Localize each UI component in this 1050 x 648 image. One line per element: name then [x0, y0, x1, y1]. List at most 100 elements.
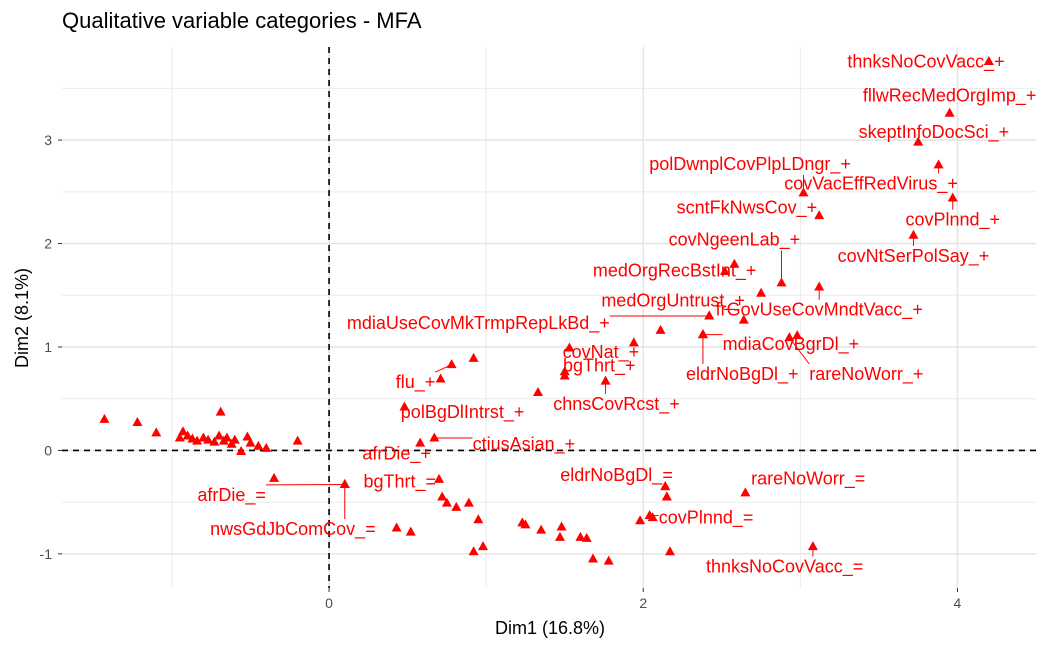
point-marker: [174, 432, 185, 442]
point-label: eldrNoBgDl_=: [560, 465, 673, 486]
y-tick-label: 2: [44, 236, 52, 252]
point-label: chnsCovRcst_+: [553, 394, 680, 415]
point-marker: [628, 337, 639, 347]
axis-ticks: 0 2 4 -1 0 1 2 3: [40, 132, 962, 611]
point-marker: [446, 359, 457, 369]
point-label: medOrgRecBstInt_+: [593, 260, 757, 281]
point-marker: [575, 531, 586, 541]
point-label: fllwRecMedOrgImp_+: [863, 86, 1037, 107]
point-marker: [792, 330, 803, 340]
point-label: bgThrt_=: [363, 471, 436, 492]
point-marker: [660, 481, 671, 491]
point-marker: [339, 479, 350, 489]
point-marker: [536, 524, 547, 534]
point-label: polDwnplCovPlpLDngr_+: [649, 154, 851, 175]
x-tick-label: 0: [325, 595, 333, 611]
point-marker: [242, 431, 253, 441]
point-marker: [740, 487, 751, 497]
point-marker: [587, 553, 598, 563]
point-marker: [933, 159, 944, 169]
point-marker: [429, 432, 440, 442]
x-tick-label: 2: [639, 595, 647, 611]
point-marker: [182, 430, 193, 440]
point-marker: [559, 370, 570, 380]
point-marker: [399, 401, 410, 411]
point-marker: [644, 510, 655, 520]
y-tick-label: -1: [40, 546, 53, 562]
point-label: mdiaCovBgrDl_+: [723, 334, 860, 355]
point-label: thnksNoCovVacc_+: [847, 51, 1004, 72]
point-label: medOrgUntrust_+: [601, 290, 745, 311]
point-marker: [603, 555, 614, 565]
point-marker: [719, 265, 730, 275]
point-marker: [944, 107, 955, 117]
point-marker: [554, 531, 565, 541]
point-marker: [478, 541, 489, 551]
point-marker: [600, 375, 611, 385]
point-label: covVacEffRedVirus_+: [784, 174, 958, 195]
point-label: eldrNoBgDl_+: [686, 364, 799, 385]
point-marker: [391, 522, 402, 532]
point-marker: [253, 440, 264, 450]
point-marker: [798, 187, 809, 197]
point-marker: [556, 521, 567, 531]
point-label: ctiusAsian_+: [473, 434, 576, 455]
point-marker: [415, 437, 426, 447]
point-marker: [192, 435, 203, 445]
plot-panel: [62, 47, 1036, 588]
point-label: covNtSerPolSay_+: [838, 246, 990, 267]
point-marker: [468, 546, 479, 556]
point-label: afrDie_=: [197, 485, 266, 506]
point-marker: [581, 532, 592, 542]
point-label: polBgDlIntrst_+: [401, 402, 525, 423]
point-label: rareNoWorr_+: [809, 364, 923, 385]
point-label: nwsGdJbComCov_=: [210, 519, 376, 540]
point-label: mdiaUseCovMkTrmpRepLkBd_+: [347, 313, 610, 334]
y-axis-title: Dim2 (8.1%): [12, 268, 32, 368]
point-marker: [229, 434, 240, 444]
point-marker: [729, 258, 740, 268]
point-marker: [814, 281, 825, 291]
point-marker: [261, 442, 272, 452]
point-marker: [214, 430, 225, 440]
chart-title: Qualitative variable categories - MFA: [62, 8, 422, 33]
point-marker: [983, 55, 994, 65]
point-marker: [434, 473, 445, 483]
point-marker: [441, 497, 452, 507]
y-tick-label: 0: [44, 442, 52, 458]
point-marker: [468, 352, 479, 362]
point-marker: [203, 434, 214, 444]
point-marker: [451, 501, 462, 511]
point-marker: [664, 546, 675, 556]
x-axis-title: Dim1 (16.8%): [495, 618, 605, 638]
point-marker: [221, 432, 232, 442]
point-marker: [913, 136, 924, 146]
point-marker: [635, 515, 646, 525]
point-marker: [435, 373, 446, 383]
point-marker: [292, 435, 303, 445]
point-label: rareNoWorr_=: [751, 468, 865, 489]
point-labels: thnksNoCovVacc_+ fllwRecMedOrgImp_+ skeptI…: [197, 51, 1036, 577]
y-tick-label: 1: [44, 339, 52, 355]
point-marker: [437, 491, 448, 501]
point-marker: [807, 541, 818, 551]
point-marker: [564, 342, 575, 352]
point-label: thnksNoCovVacc_=: [706, 556, 863, 577]
x-tick-label: 4: [954, 595, 962, 611]
point-label: covNat_+: [563, 342, 640, 363]
point-marker: [661, 491, 672, 501]
point-marker: [655, 324, 666, 334]
point-marker: [947, 192, 958, 202]
point-marker: [132, 416, 143, 426]
point-marker: [776, 277, 787, 287]
point-marker: [473, 514, 484, 524]
point-label: covPlnnd_+: [905, 210, 1000, 231]
point-marker: [814, 210, 825, 220]
point-marker: [756, 287, 767, 297]
point-marker: [738, 314, 749, 324]
label-connectors: [265, 164, 954, 557]
point-marker: [533, 386, 544, 396]
point-label: covPlnnd_=: [659, 508, 754, 529]
point-marker: [209, 436, 220, 446]
